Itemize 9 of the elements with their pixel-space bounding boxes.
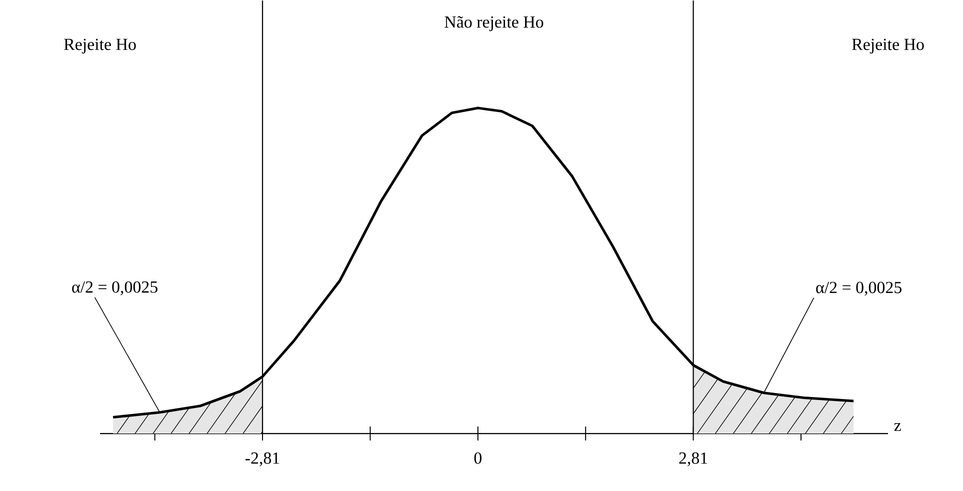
text: Rejeite Ho [852, 38, 924, 54]
x-tick-label: -2,81 [246, 452, 280, 466]
annotation: α/2 = 0,0025 [816, 282, 902, 296]
text: Rejeite Ho [64, 38, 136, 54]
x-tick-label: 2,81 [679, 452, 708, 466]
annotation: α/2 = 0,0025 [72, 282, 158, 296]
x-tick-label: 0 [474, 452, 482, 464]
x-axis-title: z [894, 423, 901, 432]
text: Não rejeite Ho [444, 16, 544, 32]
